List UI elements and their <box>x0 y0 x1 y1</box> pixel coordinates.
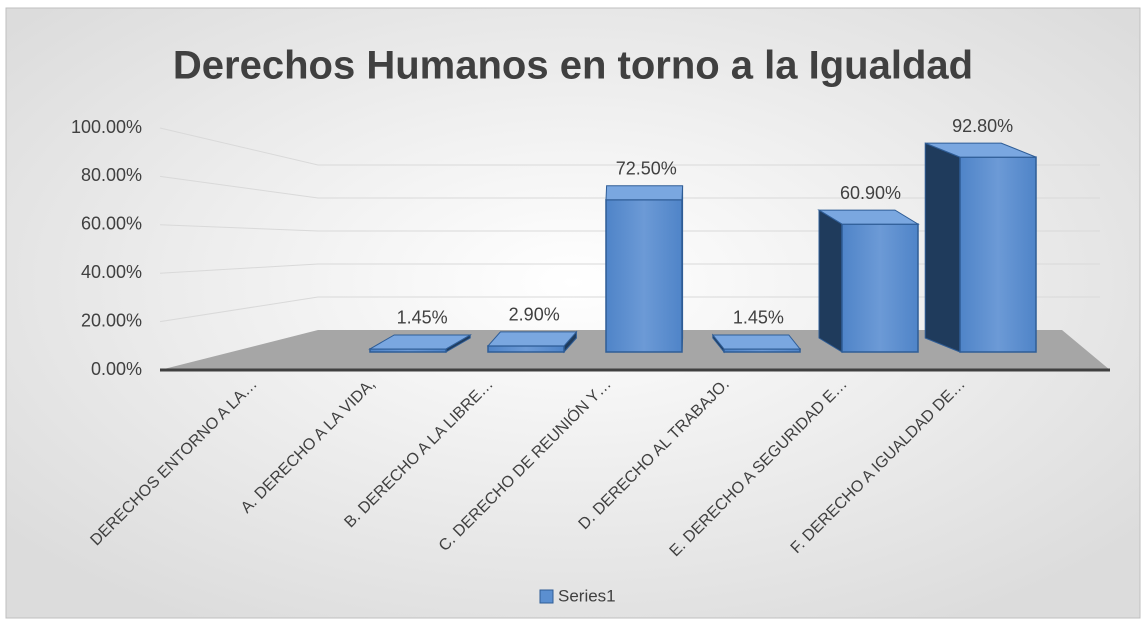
data-label: 1.45% <box>733 308 784 328</box>
bar-side <box>924 142 961 353</box>
y-tick-label: 0.00% <box>91 359 142 379</box>
chart-title: Derechos Humanos en torno a la Igualdad <box>173 44 973 88</box>
grid-line <box>159 127 1100 166</box>
bar <box>605 199 683 353</box>
y-tick-label: 60.00% <box>81 214 142 234</box>
y-tick-label: 20.00% <box>81 310 142 330</box>
bar-top <box>368 334 473 350</box>
grid-line <box>159 175 1100 199</box>
legend-label: Series1 <box>558 586 616 605</box>
data-label: 92.80% <box>952 116 1013 136</box>
bar-top <box>605 185 684 201</box>
legend-swatch <box>539 589 554 604</box>
data-label: 60.90% <box>840 183 901 203</box>
bar-top <box>925 142 1037 158</box>
y-tick-label: 100.00% <box>71 117 142 137</box>
bar-top <box>711 334 802 350</box>
data-label: 72.50% <box>616 159 677 179</box>
bar-top <box>486 331 578 347</box>
data-label: 1.45% <box>397 308 448 328</box>
bar <box>959 156 1037 353</box>
y-tick-label: 40.00% <box>81 262 142 282</box>
data-label: 2.90% <box>509 305 560 325</box>
y-tick-label: 80.00% <box>81 165 142 185</box>
bar <box>487 345 565 353</box>
bar <box>841 223 919 353</box>
bar-side <box>818 209 843 353</box>
bar-top <box>817 209 920 225</box>
